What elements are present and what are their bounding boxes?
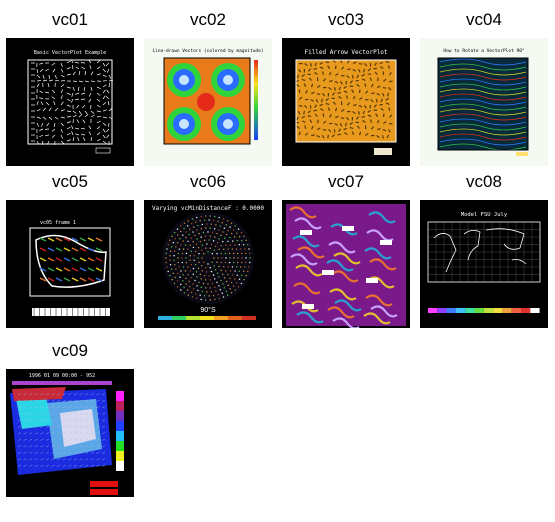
vc01-plot-image: Basic VectorPlot Example [6,38,134,166]
vc09-plot-image: 1996 01 09 00:00 - 952 [6,369,134,497]
vc03-plot-image: Filled Arrow VectorPlot [282,38,410,166]
gallery-label: vc03 [328,10,364,29]
vc04-plot-title: How to Rotate a VectorPlot 90° [443,48,525,54]
thumbnail-vc02[interactable]: Line-drawn Vectors (colored by magnitude… [144,38,272,166]
vc07-plot-image [282,200,410,328]
vc06-plot-title: Varying vcMinDistanceF : 0.0000 [152,205,264,212]
thumbnail-vc08[interactable]: Model FSU July [420,200,548,328]
vc05-plot-image: vc05 frame 1 [6,200,134,328]
gallery-label: vc01 [52,10,88,29]
thumbnail-vc06[interactable]: Varying vcMinDistanceF : 0.0000 90°S [144,200,272,328]
gallery-label: vc07 [328,172,364,191]
gallery-label: vc09 [52,341,88,360]
thumbnail-vc03[interactable]: Filled Arrow VectorPlot [282,38,410,166]
gallery-label: vc02 [190,10,226,29]
vc05-plot-title: vc05 frame 1 [40,220,76,226]
gallery-label: vc05 [52,172,88,191]
vc02-plot-image: Line-drawn Vectors (colored by magnitude… [144,38,272,166]
vc09-plot-title: 1996 01 09 00:00 - 952 [29,373,95,379]
vc08-plot-title: Model FSU July [461,212,508,218]
vc06-plot-image: Varying vcMinDistanceF : 0.0000 90°S [144,200,272,328]
thumbnail-vc07[interactable] [282,200,410,328]
vc08-plot-image: Model FSU July [420,200,548,328]
vc06-plot-caption: 90°S [200,306,216,314]
thumbnail-vc09[interactable]: 1996 01 09 00:00 - 952 [6,369,134,497]
thumbnail-vc01[interactable]: Basic VectorPlot Example [6,38,134,166]
thumbnail-vc04[interactable]: How to Rotate a VectorPlot 90° [420,38,548,166]
gallery-label: vc06 [190,172,226,191]
vc01-plot-title: Basic VectorPlot Example [34,50,106,56]
vc02-plot-title: Line-drawn Vectors (colored by magnitude… [152,48,263,54]
vc04-plot-image: How to Rotate a VectorPlot 90° [420,38,548,166]
vc03-plot-title: Filled Arrow VectorPlot [304,49,387,56]
gallery-label: vc04 [466,10,502,29]
thumbnail-vc05[interactable]: vc05 frame 1 [6,200,134,328]
gallery-label: vc08 [466,172,502,191]
